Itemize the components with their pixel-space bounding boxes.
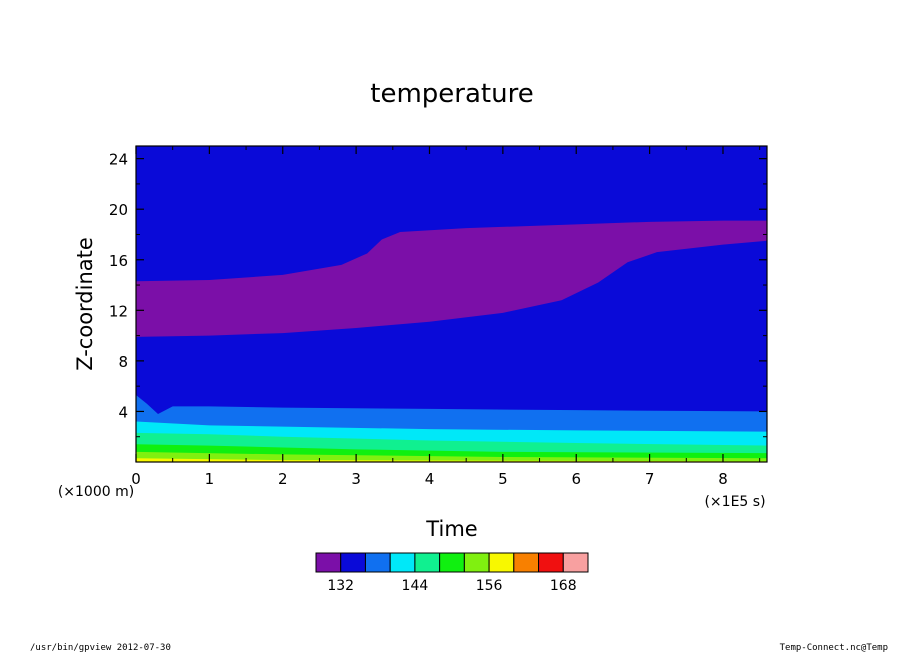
x-unit-label: (×1E5 s): [704, 494, 765, 510]
y-axis-label: Z-coordinate: [73, 237, 97, 371]
axis-ticks: [135, 146, 767, 462]
colorbar-label: 144: [402, 578, 429, 594]
x-tick-label: 6: [571, 470, 581, 488]
colorbar-swatch: [562, 552, 589, 573]
colorbar-swatch: [364, 552, 391, 573]
y-tick-label: 8: [118, 353, 128, 371]
colorbar-label: 168: [550, 578, 577, 594]
x-tick-label: 1: [205, 470, 215, 488]
contour-fills: [136, 146, 767, 462]
colorbar-swatch: [463, 552, 490, 573]
chart-title: temperature: [370, 79, 533, 109]
colorbar-swatch: [414, 552, 441, 573]
plot-frame: [135, 145, 768, 463]
colorbar-swatch: [538, 552, 564, 573]
x-tick-label: 4: [425, 470, 435, 488]
band-156: [136, 451, 767, 462]
y-tick-label: 12: [109, 302, 128, 320]
colorbar-swatch: [340, 552, 366, 573]
colorbar-swatch: [513, 552, 540, 573]
x-tick-label: 5: [498, 470, 508, 488]
x-axis-label: Time: [425, 517, 477, 541]
footer-right: Temp-Connect.nc@Temp: [779, 643, 888, 653]
band-136: [136, 240, 767, 462]
y-tick-label: 4: [118, 403, 128, 421]
x-tick-label: 7: [645, 470, 655, 488]
colorbar-swatch: [488, 552, 515, 573]
colorbar-swatch: [439, 552, 465, 573]
x-tick-label: 8: [718, 470, 728, 488]
colorbar-labels: 132 144 156 168: [327, 578, 576, 594]
y-tick-label: 16: [109, 252, 128, 270]
y-unit-label: (×1000 m): [58, 484, 134, 500]
colorbar-label: 132: [327, 578, 354, 594]
colorbar: [315, 552, 589, 573]
band-160: [136, 458, 767, 462]
y-tick-label: 24: [109, 151, 128, 169]
colorbar-label: 156: [476, 578, 503, 594]
x-tick-label: 2: [278, 470, 288, 488]
x-tick-label: 3: [351, 470, 361, 488]
colorbar-swatch: [389, 552, 416, 573]
colorbar-swatch: [315, 552, 342, 573]
y-tick-label: 20: [109, 201, 128, 219]
x-tick-label: 0: [131, 470, 141, 488]
footer-left: /usr/bin/gpview 2012-07-30: [30, 643, 171, 653]
